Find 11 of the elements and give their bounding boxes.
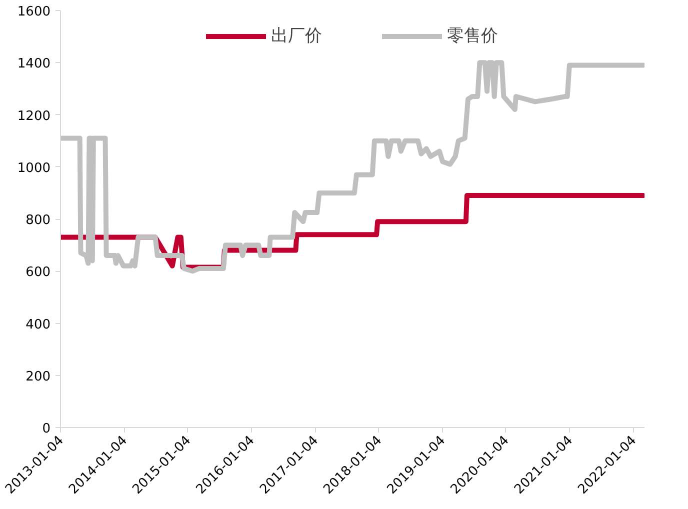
y-tick-label: 1000 (17, 160, 51, 176)
y-tick-label: 400 (26, 317, 51, 332)
y-tick-label: 1600 (17, 4, 51, 20)
y-tick-label: 1200 (17, 108, 51, 124)
y-tick-label: 800 (26, 213, 51, 228)
y-tick-label: 200 (26, 369, 51, 384)
legend-label: 零售价 (447, 25, 498, 47)
y-tick-label: 1400 (17, 56, 51, 72)
y-tick-label: 0 (42, 422, 51, 436)
y-tick-label: 600 (26, 265, 51, 280)
legend-label: 出厂价 (271, 25, 322, 47)
